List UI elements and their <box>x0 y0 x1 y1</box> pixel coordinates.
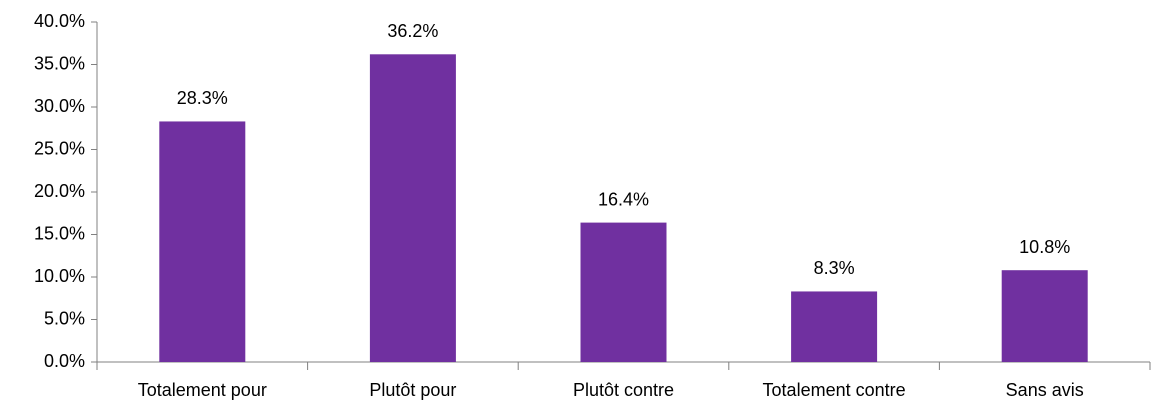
y-tick-label: 0.0% <box>44 351 85 371</box>
value-label: 36.2% <box>387 21 438 41</box>
value-label: 28.3% <box>177 88 228 108</box>
y-tick-label: 5.0% <box>44 308 85 328</box>
y-tick-label: 30.0% <box>34 96 85 116</box>
x-tick-label: Plutôt contre <box>573 380 674 400</box>
bar <box>159 121 246 362</box>
x-tick-label: Plutôt pour <box>369 380 456 400</box>
bar <box>791 291 878 362</box>
y-tick-label: 40.0% <box>34 11 85 31</box>
bar <box>369 54 456 363</box>
x-tick-label: Totalement pour <box>138 380 267 400</box>
bar <box>1001 270 1088 362</box>
bar <box>580 222 667 362</box>
y-tick-label: 15.0% <box>34 223 85 243</box>
value-label: 8.3% <box>814 258 855 278</box>
y-tick-label: 35.0% <box>34 53 85 73</box>
y-tick-label: 25.0% <box>34 138 85 158</box>
value-label: 10.8% <box>1019 237 1070 257</box>
x-tick-label: Totalement contre <box>763 380 906 400</box>
x-tick-label: Sans avis <box>1006 380 1084 400</box>
y-tick-label: 10.0% <box>34 266 85 286</box>
value-label: 16.4% <box>598 189 649 209</box>
y-tick-label: 20.0% <box>34 181 85 201</box>
